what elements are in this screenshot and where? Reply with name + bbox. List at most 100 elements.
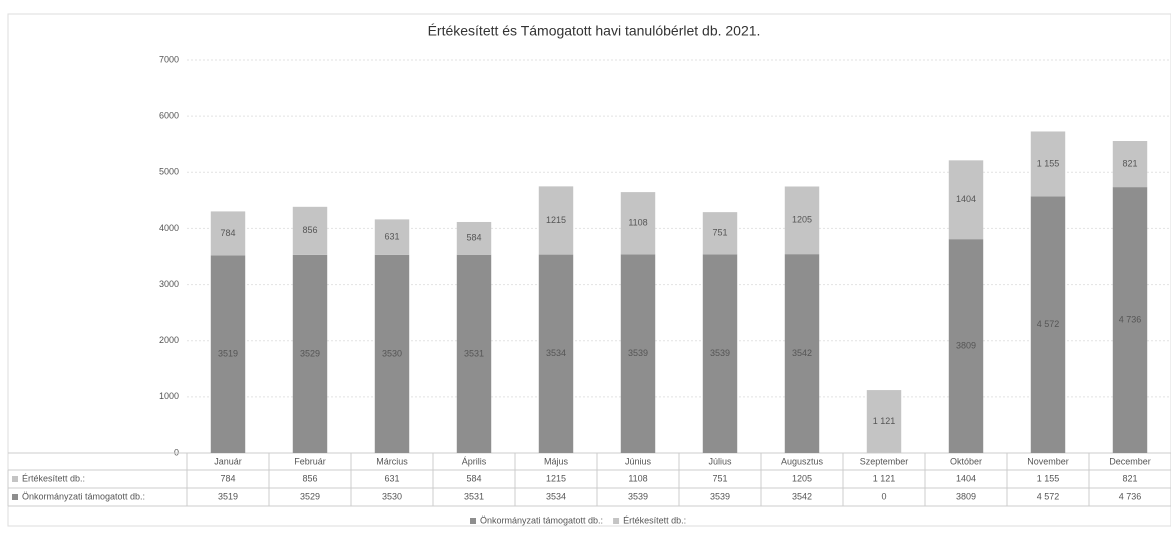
bar-segment xyxy=(538,186,574,255)
data-label: 821 xyxy=(1122,158,1137,168)
x-tick-label: Augusztus xyxy=(781,456,824,466)
bar-segment xyxy=(620,192,656,255)
x-tick-label: Március xyxy=(376,456,408,466)
bar-segment xyxy=(538,254,574,453)
bar-segment xyxy=(948,239,984,453)
bar-segment xyxy=(456,221,492,255)
y-tick-label: 3000 xyxy=(159,279,179,289)
data-label: 1404 xyxy=(956,194,976,204)
chart-frame xyxy=(7,13,1171,527)
table-cell: 3539 xyxy=(628,491,648,501)
table-row-label: Önkormányzati támogatott db.: xyxy=(22,491,145,501)
x-tick-label: Január xyxy=(214,456,242,466)
table-cell: 1215 xyxy=(546,473,566,483)
x-tick-label: Április xyxy=(462,456,487,466)
bar-segment xyxy=(702,212,738,255)
x-tick-label: December xyxy=(1109,456,1151,466)
data-label: 3534 xyxy=(546,348,566,358)
table-key xyxy=(12,476,18,482)
bar-segment xyxy=(1030,196,1066,453)
table-cell: 4 572 xyxy=(1037,491,1060,501)
data-label: 1108 xyxy=(628,218,647,228)
data-label: 631 xyxy=(384,231,399,241)
bar-segment xyxy=(456,254,492,453)
y-tick-label: 4000 xyxy=(159,223,179,233)
y-tick-label: 7000 xyxy=(159,54,179,64)
table-cell: 631 xyxy=(384,473,399,483)
bar-segment xyxy=(292,254,328,453)
data-label: 1215 xyxy=(546,215,566,225)
y-tick-label: 2000 xyxy=(159,335,179,345)
bar-segment xyxy=(948,160,984,240)
y-tick-label: 5000 xyxy=(159,167,179,177)
data-label: 3529 xyxy=(300,348,320,358)
data-label: 1 155 xyxy=(1037,158,1060,168)
table-cell: 3534 xyxy=(546,491,566,501)
legend-label: Értékesített db.: xyxy=(623,515,686,525)
data-label: 584 xyxy=(466,233,481,243)
chart-title: Értékesített és Támogatott havi tanulóbé… xyxy=(428,23,761,39)
bar-segment xyxy=(1030,131,1066,197)
table-cell: 1 121 xyxy=(873,473,896,483)
y-tick-label: 1000 xyxy=(159,391,179,401)
table-cell: 1 155 xyxy=(1037,473,1060,483)
bar-segment xyxy=(1112,187,1148,453)
table-key xyxy=(12,494,18,500)
table-cell: 4 736 xyxy=(1119,491,1142,501)
table-cell: 1108 xyxy=(628,473,647,483)
table-cell: 784 xyxy=(220,473,235,483)
bar-segment xyxy=(374,219,410,255)
data-label: 3519 xyxy=(218,349,238,359)
x-tick-label: Május xyxy=(544,456,569,466)
data-label: 856 xyxy=(302,225,317,235)
x-tick-label: Október xyxy=(950,456,982,466)
table-cell: 751 xyxy=(712,473,727,483)
data-label: 4 736 xyxy=(1119,314,1142,324)
table-cell: 3539 xyxy=(710,491,730,501)
data-label: 1 121 xyxy=(873,416,896,426)
bar-segment xyxy=(292,206,328,255)
bar-segment xyxy=(784,254,820,453)
x-tick-label: Június xyxy=(625,456,652,466)
x-tick-label: Július xyxy=(708,456,732,466)
data-label: 3539 xyxy=(710,348,730,358)
data-label: 3530 xyxy=(382,348,402,358)
table-cell: 584 xyxy=(466,473,481,483)
y-tick-label: 6000 xyxy=(159,111,179,121)
y-tick-label: 0 xyxy=(174,447,179,457)
table-cell: 856 xyxy=(302,473,317,483)
bar-segment xyxy=(374,254,410,453)
bar-segment xyxy=(866,390,902,453)
data-label: 3531 xyxy=(464,348,484,358)
table-cell: 3531 xyxy=(464,491,484,501)
data-label: 1205 xyxy=(792,215,812,225)
data-label: 3539 xyxy=(628,348,648,358)
legend-label: Önkormányzati támogatott db.: xyxy=(480,515,603,525)
data-label: 3542 xyxy=(792,348,812,358)
table-cell: 3519 xyxy=(218,491,238,501)
table-cell: 3530 xyxy=(382,491,402,501)
bar-segment xyxy=(1112,141,1148,188)
bar-segment xyxy=(210,255,246,453)
legend-key xyxy=(470,518,476,524)
table-cell: 3529 xyxy=(300,491,320,501)
bar-segment xyxy=(210,211,246,256)
table-cell: 1404 xyxy=(956,473,976,483)
bar-segment xyxy=(620,254,656,453)
bar-segment xyxy=(784,186,820,255)
table-row-label: Értékesített db.: xyxy=(22,473,85,483)
table-cell: 3542 xyxy=(792,491,812,501)
data-label: 751 xyxy=(712,228,727,238)
legend-key xyxy=(613,518,620,524)
table-cell: 1205 xyxy=(792,473,812,483)
table-cell: 821 xyxy=(1122,473,1137,483)
bar-segment xyxy=(702,254,738,453)
data-label: 3809 xyxy=(956,340,976,350)
x-tick-label: Február xyxy=(294,456,326,466)
data-label: 784 xyxy=(220,228,235,238)
table-cell: 3809 xyxy=(956,491,976,501)
x-tick-label: November xyxy=(1027,456,1069,466)
data-label: 4 572 xyxy=(1037,319,1060,329)
table-cell: 0 xyxy=(881,491,886,501)
